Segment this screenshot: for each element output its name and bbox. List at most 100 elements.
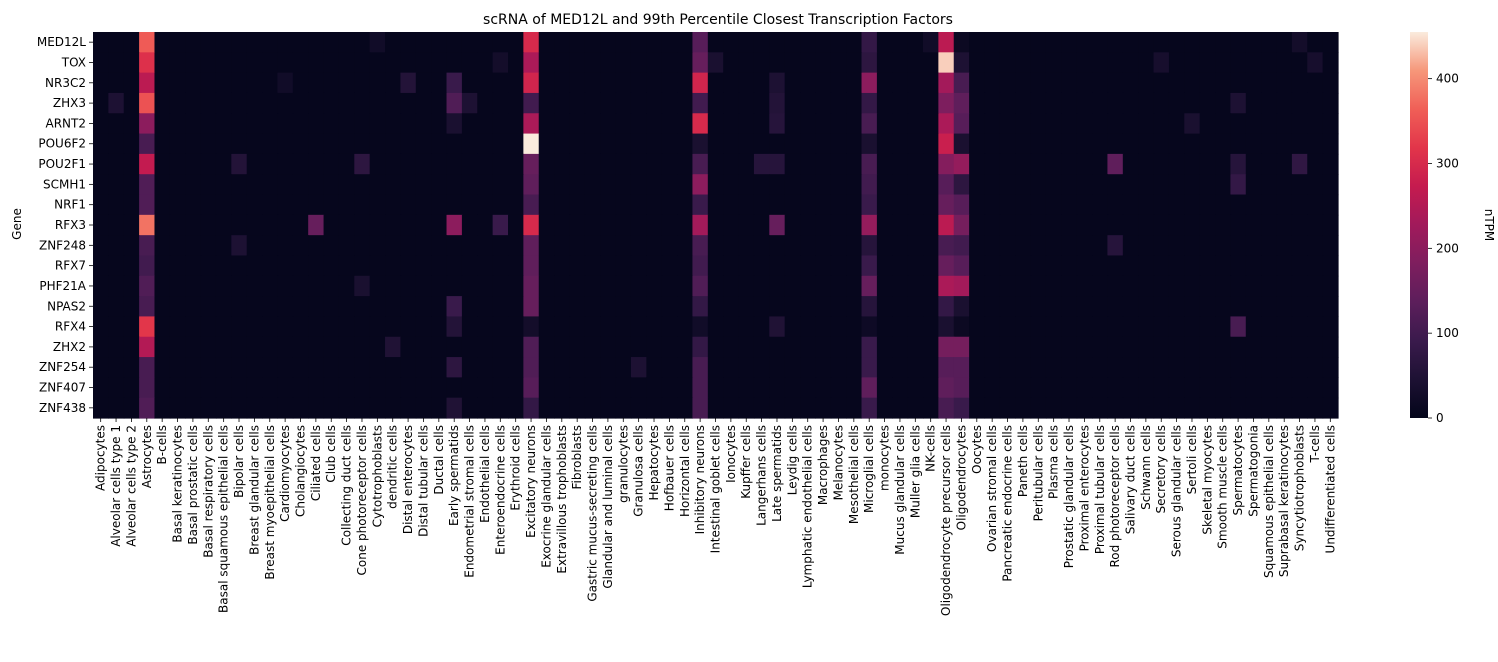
heatmap-cell xyxy=(554,377,571,399)
heatmap-cell xyxy=(784,336,801,358)
heatmap-cell xyxy=(231,214,248,236)
heatmap-cell xyxy=(1107,113,1124,135)
y-tick-label: ZNF438 xyxy=(39,401,86,415)
heatmap-cell xyxy=(1153,113,1170,135)
colorbar xyxy=(1410,32,1428,418)
x-tick-label: Cone photoreceptor cells xyxy=(355,425,369,575)
heatmap-cell xyxy=(1199,357,1216,378)
heatmap-cell xyxy=(1015,235,1032,257)
heatmap-cell xyxy=(861,214,878,236)
heatmap-cell xyxy=(923,153,939,175)
heatmap-cell xyxy=(185,133,202,155)
heatmap-cell xyxy=(431,32,448,53)
heatmap-cell xyxy=(1015,336,1032,358)
heatmap-cell xyxy=(169,52,186,74)
x-tick-label: Lymphatic endothelial cells xyxy=(801,425,815,588)
heatmap-cell xyxy=(508,52,524,74)
heatmap-cell xyxy=(661,397,678,419)
heatmap-cell xyxy=(861,52,878,74)
heatmap-cell xyxy=(769,357,786,378)
heatmap-cell xyxy=(123,113,140,135)
heatmap-cell xyxy=(1076,235,1093,257)
heatmap-cell xyxy=(769,72,786,94)
x-tick-label: Oligodendrocytes xyxy=(954,425,968,530)
x-tick-label: NK-cells xyxy=(924,425,938,472)
heatmap-cell xyxy=(169,92,186,114)
heatmap-cell xyxy=(1215,133,1232,155)
heatmap-cell xyxy=(1276,153,1293,175)
heatmap-cell xyxy=(630,255,647,277)
x-tick-label: Cholangiocytes xyxy=(294,425,308,517)
heatmap-cell xyxy=(169,153,186,175)
heatmap-cell xyxy=(1291,133,1308,155)
heatmap-cell xyxy=(1138,174,1155,196)
heatmap-cell xyxy=(800,92,817,114)
heatmap-cell xyxy=(538,255,555,277)
heatmap-cell xyxy=(1322,153,1339,175)
heatmap-cell xyxy=(938,174,955,196)
heatmap-cell xyxy=(400,153,417,175)
heatmap-cell xyxy=(846,72,863,94)
colorbar-tick-label: 300 xyxy=(1436,156,1459,170)
heatmap-cell xyxy=(753,336,770,358)
x-tick-label: Basal respiratory cells xyxy=(201,425,215,558)
heatmap-cell xyxy=(1261,377,1278,399)
heatmap-cell xyxy=(385,194,402,216)
heatmap-cell xyxy=(846,336,863,358)
heatmap-cell xyxy=(477,72,494,94)
heatmap-cell xyxy=(969,397,986,419)
heatmap-cell xyxy=(523,316,540,338)
heatmap-cell xyxy=(769,336,786,358)
heatmap-cell xyxy=(200,52,217,74)
heatmap-cell xyxy=(723,316,740,338)
heatmap-cell xyxy=(1030,153,1047,175)
heatmap-cell xyxy=(892,214,909,236)
heatmap-cell xyxy=(753,357,770,378)
heatmap-cell xyxy=(692,174,709,196)
heatmap-cell xyxy=(1076,52,1093,74)
heatmap-cell xyxy=(861,32,878,53)
heatmap-cell xyxy=(1092,255,1109,277)
heatmap-cell xyxy=(323,52,340,74)
heatmap-cell xyxy=(200,32,217,53)
heatmap-cell xyxy=(584,72,601,94)
x-tick-label: Late spermatids xyxy=(770,425,784,522)
heatmap-cell xyxy=(1168,32,1185,53)
heatmap-cell xyxy=(969,336,986,358)
heatmap-cell xyxy=(1291,316,1308,338)
heatmap-cell xyxy=(907,336,924,358)
colorbar-tick-label: 200 xyxy=(1436,241,1459,255)
heatmap-cell xyxy=(569,133,586,155)
heatmap-cell xyxy=(1276,316,1293,338)
heatmap-cell xyxy=(1153,275,1170,297)
heatmap-cell xyxy=(523,72,540,94)
heatmap-cell xyxy=(477,296,494,318)
heatmap-cell xyxy=(246,174,263,196)
x-tick-label: Early spermatids xyxy=(447,425,461,526)
x-tick-label: Muller glia cells xyxy=(908,425,922,518)
heatmap-cell xyxy=(477,357,494,378)
y-tick-label: SCMH1 xyxy=(43,177,86,191)
heatmap-cell xyxy=(1045,52,1062,74)
heatmap-cell xyxy=(969,72,986,94)
heatmap-cell xyxy=(707,153,724,175)
heatmap-cell xyxy=(907,174,924,196)
heatmap-cell xyxy=(615,32,632,53)
x-tick-label: Skeletal myocytes xyxy=(1200,425,1214,535)
heatmap-cell xyxy=(600,174,617,196)
heatmap-cell xyxy=(1215,316,1232,338)
heatmap-cell xyxy=(1184,72,1201,94)
heatmap-cell xyxy=(1122,113,1139,135)
heatmap-cell xyxy=(999,275,1016,297)
x-tick-label: Melanocytes xyxy=(831,425,845,500)
y-tick-label: NR3C2 xyxy=(45,76,86,90)
heatmap-cell xyxy=(200,316,217,338)
heatmap-cell xyxy=(1322,174,1339,196)
heatmap-cell xyxy=(999,52,1016,74)
heatmap-cell xyxy=(1215,336,1232,358)
heatmap-cell xyxy=(446,72,463,94)
heatmap-cell xyxy=(262,72,279,94)
heatmap-cell xyxy=(1184,316,1201,338)
heatmap-cell xyxy=(308,174,325,196)
heatmap-cell xyxy=(1045,255,1062,277)
